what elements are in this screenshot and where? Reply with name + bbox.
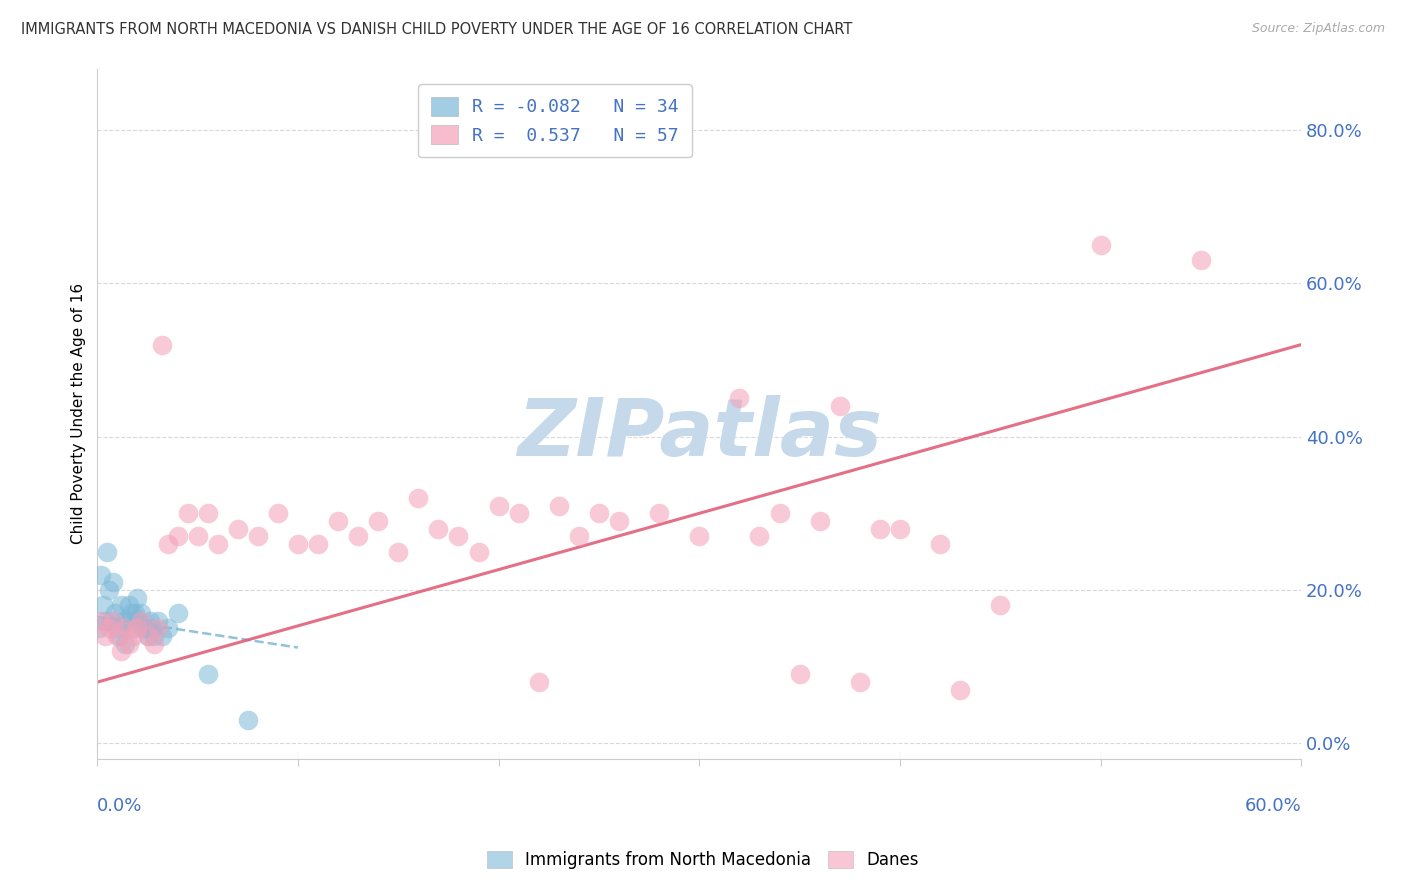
Point (688, 529, 710, 543)
Point (100, 614, 122, 628)
Point (104, 606, 127, 620)
Point (118, 637, 141, 651)
Point (307, 537, 329, 551)
Point (1189, 253, 1212, 268)
Point (326, 514, 349, 528)
Point (127, 591, 149, 605)
Point (107, 621, 129, 635)
Point (648, 507, 671, 521)
Point (110, 644, 132, 658)
Point (789, 667, 811, 681)
Point (118, 599, 141, 613)
Point (166, 606, 188, 620)
Point (768, 507, 790, 521)
Point (808, 514, 831, 528)
Point (131, 606, 153, 620)
Point (136, 629, 159, 643)
Point (136, 629, 159, 643)
Legend: Immigrants from North Macedonia, Danes: Immigrants from North Macedonia, Danes (477, 841, 929, 880)
Point (93, 599, 115, 613)
Text: 60.0%: 60.0% (1244, 797, 1301, 814)
Point (988, 599, 1011, 613)
Point (408, 491, 430, 505)
Point (728, 392, 751, 406)
Point (387, 545, 409, 559)
Point (568, 529, 591, 543)
Point (90, 614, 112, 628)
Point (347, 529, 370, 543)
Point (197, 667, 219, 681)
Point (166, 529, 188, 543)
Point (267, 507, 290, 521)
Point (134, 621, 156, 635)
Y-axis label: Child Poverty Under the Age of 16: Child Poverty Under the Age of 16 (72, 283, 86, 544)
Point (103, 575, 125, 590)
Point (748, 529, 770, 543)
Point (131, 614, 153, 628)
Point (1090, 238, 1112, 252)
Point (146, 614, 169, 628)
Point (547, 499, 569, 513)
Point (527, 675, 550, 690)
Text: Source: ZipAtlas.com: Source: ZipAtlas.com (1251, 22, 1385, 36)
Point (828, 399, 851, 413)
Point (156, 621, 179, 635)
Point (98, 582, 121, 597)
Point (889, 522, 911, 536)
Legend: R = -0.082   N = 34, R =  0.537   N = 57: R = -0.082 N = 34, R = 0.537 N = 57 (418, 85, 692, 158)
Point (146, 621, 169, 635)
Point (127, 621, 149, 635)
Point (367, 514, 389, 528)
Point (141, 621, 163, 635)
Point (848, 675, 870, 690)
Point (488, 499, 510, 513)
Point (588, 507, 610, 521)
Point (949, 682, 972, 697)
Point (103, 614, 125, 628)
Point (122, 629, 145, 643)
Point (197, 507, 219, 521)
Point (236, 714, 259, 728)
Point (226, 522, 249, 536)
Point (122, 621, 145, 635)
Point (110, 599, 132, 613)
Point (124, 606, 146, 620)
Point (929, 537, 952, 551)
Point (128, 614, 150, 628)
Point (114, 621, 136, 635)
Point (246, 529, 269, 543)
Point (142, 637, 165, 651)
Point (207, 537, 229, 551)
Point (108, 629, 131, 643)
Point (287, 537, 309, 551)
Point (94, 629, 117, 643)
Point (142, 629, 165, 643)
Point (112, 614, 135, 628)
Text: 0.0%: 0.0% (97, 797, 143, 814)
Point (467, 545, 489, 559)
Point (120, 606, 142, 620)
Point (447, 529, 470, 543)
Point (94, 614, 117, 628)
Point (427, 522, 450, 536)
Point (96, 545, 118, 559)
Point (98, 621, 121, 635)
Point (187, 529, 209, 543)
Point (114, 637, 136, 651)
Point (607, 514, 630, 528)
Point (132, 621, 155, 635)
Point (89, 621, 111, 635)
Point (90, 567, 112, 582)
Point (150, 629, 173, 643)
Point (117, 614, 139, 628)
Point (869, 522, 891, 536)
Point (508, 507, 530, 521)
Point (107, 629, 129, 643)
Point (176, 507, 198, 521)
Point (156, 537, 179, 551)
Text: IMMIGRANTS FROM NORTH MACEDONIA VS DANISH CHILD POVERTY UNDER THE AGE OF 16 CORR: IMMIGRANTS FROM NORTH MACEDONIA VS DANIS… (21, 22, 852, 37)
Text: ZIPatlas: ZIPatlas (517, 395, 882, 474)
Point (138, 614, 160, 628)
Point (150, 337, 173, 351)
